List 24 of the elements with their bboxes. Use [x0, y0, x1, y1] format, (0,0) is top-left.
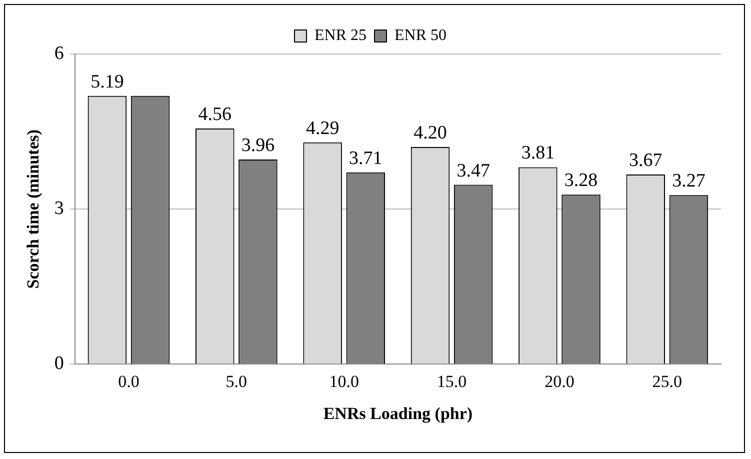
data-label: 3.71 — [349, 148, 382, 169]
data-label: 3.81 — [521, 142, 555, 164]
x-tick-label: 20.0 — [544, 372, 574, 391]
data-label: 3.28 — [564, 170, 598, 192]
data-label: 4.20 — [414, 122, 447, 144]
x-tick-label: 5.0 — [226, 372, 248, 391]
data-label: 4.29 — [306, 118, 340, 139]
legend-label: ENR 50 — [394, 27, 446, 44]
y-axis-title: Scorch time (minutes) — [24, 129, 43, 289]
x-tick-label: 0.0 — [118, 372, 140, 391]
data-label: 3.96 — [241, 134, 275, 156]
x-tick-label: 25.0 — [652, 372, 682, 391]
x-tick-label: 15.0 — [436, 372, 467, 391]
legend-label: ENR 25 — [314, 27, 366, 44]
data-label: 3.47 — [456, 160, 490, 182]
x-axis-title: ENRs Loading (phr) — [323, 404, 473, 424]
y-tick-label: 3 — [54, 198, 64, 220]
y-tick-label: 6 — [54, 42, 64, 64]
data-label: 3.67 — [628, 150, 662, 171]
y-tick-label: 0 — [54, 353, 64, 374]
data-label: 3.27 — [672, 170, 706, 192]
data-label: 5.19 — [90, 71, 124, 92]
data-label: 4.56 — [198, 104, 232, 125]
x-tick-label: 10.0 — [329, 372, 359, 391]
